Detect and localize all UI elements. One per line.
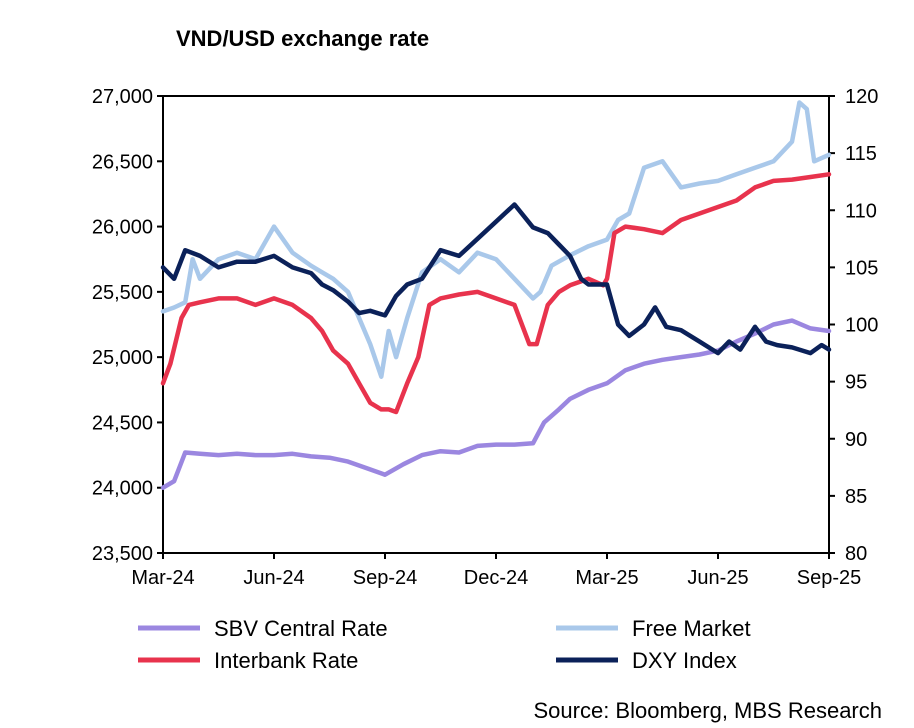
legend-label: DXY Index: [632, 648, 737, 673]
series-line-dxy-index: [160, 202, 832, 356]
left-y-tick-label: 25,000: [92, 347, 153, 369]
x-tick-label: Sep-25: [797, 567, 862, 589]
x-tick-label: Mar-24: [131, 567, 194, 589]
series-line-interbank-rate: [160, 172, 832, 415]
right-y-tick-label: 90: [845, 429, 867, 451]
series-line-sbv-central-rate: [160, 318, 832, 490]
x-tick-label: Dec-24: [464, 567, 528, 589]
x-tick-label: Jun-24: [243, 567, 304, 589]
right-y-tick-label: 100: [845, 315, 878, 337]
chart-title: VND/USD exchange rate: [176, 26, 429, 51]
right-y-tick-label: 115: [845, 143, 877, 165]
right-y-tick-label: 105: [845, 257, 878, 279]
left-y-tick-label: 26,000: [92, 217, 153, 239]
right-y-tick-label: 120: [845, 86, 878, 108]
legend-label: Free Market: [632, 616, 751, 641]
left-y-tick-label: 23,500: [92, 543, 153, 565]
legend-label: SBV Central Rate: [214, 616, 388, 641]
legend-label: Interbank Rate: [214, 648, 358, 673]
left-y-tick-label: 24,000: [92, 478, 153, 500]
left-y-tick-label: 25,500: [92, 282, 153, 304]
x-tick-label: Mar-25: [575, 567, 638, 589]
left-y-tick-label: 24,500: [92, 412, 153, 434]
right-y-tick-label: 110: [845, 200, 877, 222]
source-note: Source: Bloomberg, MBS Research: [534, 698, 883, 723]
x-tick-label: Jun-25: [687, 567, 748, 589]
legend: SBV Central Rate Free Market Interbank Rat…: [138, 616, 751, 673]
left-y-tick-label: 26,500: [92, 151, 153, 173]
x-tick-label: Sep-24: [353, 567, 418, 589]
left-y-tick-label: 27,000: [92, 86, 153, 108]
series-line-free-market: [160, 100, 832, 379]
right-y-tick-label: 80: [845, 543, 867, 565]
right-y-tick-label: 85: [845, 486, 867, 508]
right-y-tick-label: 95: [845, 372, 867, 394]
